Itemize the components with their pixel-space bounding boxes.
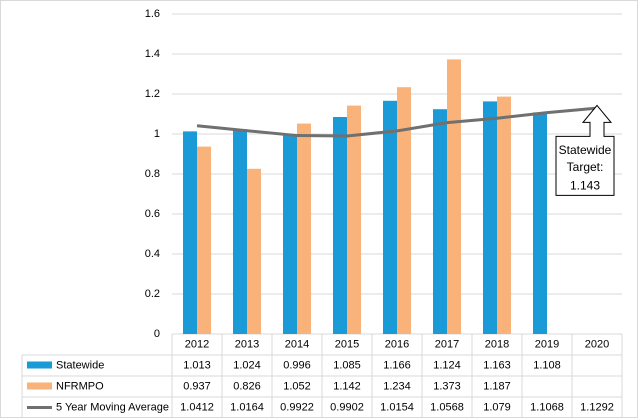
legend-label: 5 Year Moving Average [56, 401, 169, 413]
table-value: 1.052 [283, 380, 311, 392]
y-tick-label: 1.4 [145, 48, 160, 60]
bar [383, 100, 397, 334]
bar [333, 117, 347, 334]
x-tick-label: 2012 [185, 338, 209, 350]
table-value: 0.937 [183, 380, 211, 392]
legend-key [27, 382, 52, 390]
x-tick-label: 2019 [535, 338, 559, 350]
y-tick-label: 1.6 [145, 8, 160, 20]
callout-value: 1.143 [570, 179, 600, 193]
table-value: 1.124 [433, 359, 461, 371]
y-tick-label: 0.8 [145, 168, 160, 180]
bar [297, 123, 311, 334]
table-value: 1.024 [233, 359, 261, 371]
legend-key [27, 361, 52, 369]
table-value: 0.826 [233, 380, 261, 392]
table-value: 1.013 [183, 359, 211, 371]
line [196, 106, 598, 138]
x-tick-label: 2017 [435, 338, 459, 350]
bar [483, 101, 497, 335]
table-value: 1.0568 [430, 401, 464, 413]
table-value: 1.166 [383, 359, 411, 371]
bar [197, 146, 211, 334]
x-tick-label: 2016 [385, 338, 409, 350]
table-value: 1.1292 [580, 401, 614, 413]
x-tick-label: 2014 [285, 338, 309, 350]
bar [283, 134, 297, 334]
table-value: 1.0412 [180, 401, 214, 413]
bar [447, 59, 461, 335]
x-tick-label: 2018 [485, 338, 509, 350]
table-value: 1.163 [483, 359, 511, 371]
table-value: 1.085 [333, 359, 361, 371]
table-value: 1.079 [483, 401, 511, 413]
table-value: 1.187 [483, 380, 511, 392]
bar [533, 112, 547, 335]
bar [247, 168, 261, 334]
y-tick-label: 0 [154, 328, 160, 340]
table-value: 1.234 [383, 380, 411, 392]
table-value: 1.108 [533, 359, 561, 371]
x-tick-label: 2013 [235, 338, 259, 350]
bar [433, 109, 447, 334]
table-value: 0.9922 [280, 401, 314, 413]
y-tick-label: 1 [154, 128, 160, 140]
bar [233, 129, 247, 334]
callout [555, 104, 615, 196]
y-tick-label: 0.2 [145, 288, 160, 300]
y-tick-label: 0.4 [145, 248, 160, 260]
legend-label: NFRMPO [56, 380, 104, 392]
bar [347, 105, 361, 334]
table-value: 1.142 [333, 380, 361, 392]
table-value: 1.0164 [230, 401, 264, 413]
table-value: 1.373 [433, 380, 461, 392]
bar [183, 131, 197, 334]
table-value: 0.9902 [330, 401, 364, 413]
legend-label: Statewide [56, 359, 104, 371]
x-tick-label: 2020 [585, 338, 609, 350]
callout-label: Statewide Target: [558, 143, 612, 175]
table-value: 1.1068 [530, 401, 564, 413]
y-tick-label: 1.2 [145, 88, 160, 100]
table-value: 0.996 [283, 359, 311, 371]
x-tick-label: 2015 [335, 338, 359, 350]
y-tick-label: 0.6 [145, 208, 160, 220]
bar [497, 96, 511, 334]
table-value: 1.0154 [380, 401, 414, 413]
bar [397, 87, 411, 334]
